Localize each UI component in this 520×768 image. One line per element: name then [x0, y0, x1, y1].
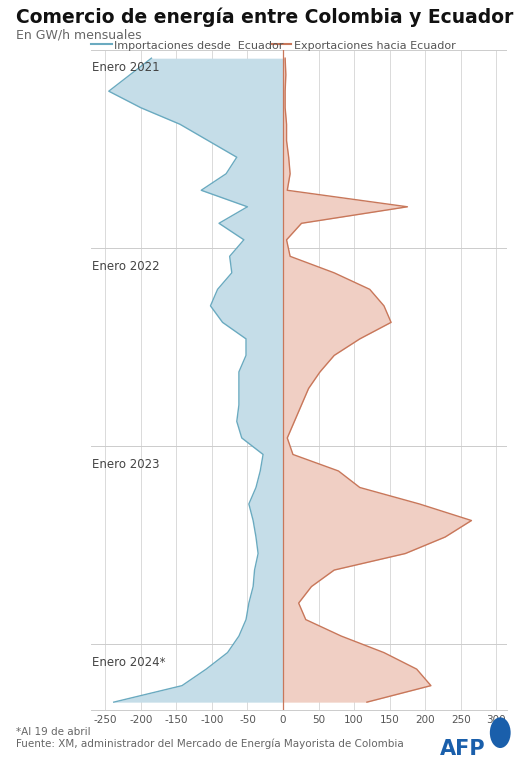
Text: *Al 19 de abril: *Al 19 de abril: [16, 727, 90, 737]
Text: Comercio de energía entre Colombia y Ecuador: Comercio de energía entre Colombia y Ecu…: [16, 8, 513, 27]
Text: Enero 2023: Enero 2023: [93, 458, 160, 471]
Text: AFP: AFP: [439, 739, 485, 759]
Text: En GW/h mensuales: En GW/h mensuales: [16, 28, 141, 41]
Text: Enero 2024*: Enero 2024*: [93, 656, 166, 669]
Text: Exportaciones hacia Ecuador: Exportaciones hacia Ecuador: [294, 41, 456, 51]
Text: Importaciones desde  Ecuador: Importaciones desde Ecuador: [114, 41, 284, 51]
Text: Enero 2021: Enero 2021: [93, 61, 160, 74]
Text: Enero 2022: Enero 2022: [93, 260, 160, 273]
Text: Fuente: XM, administrador del Mercado de Energía Mayorista de Colombia: Fuente: XM, administrador del Mercado de…: [16, 739, 404, 750]
